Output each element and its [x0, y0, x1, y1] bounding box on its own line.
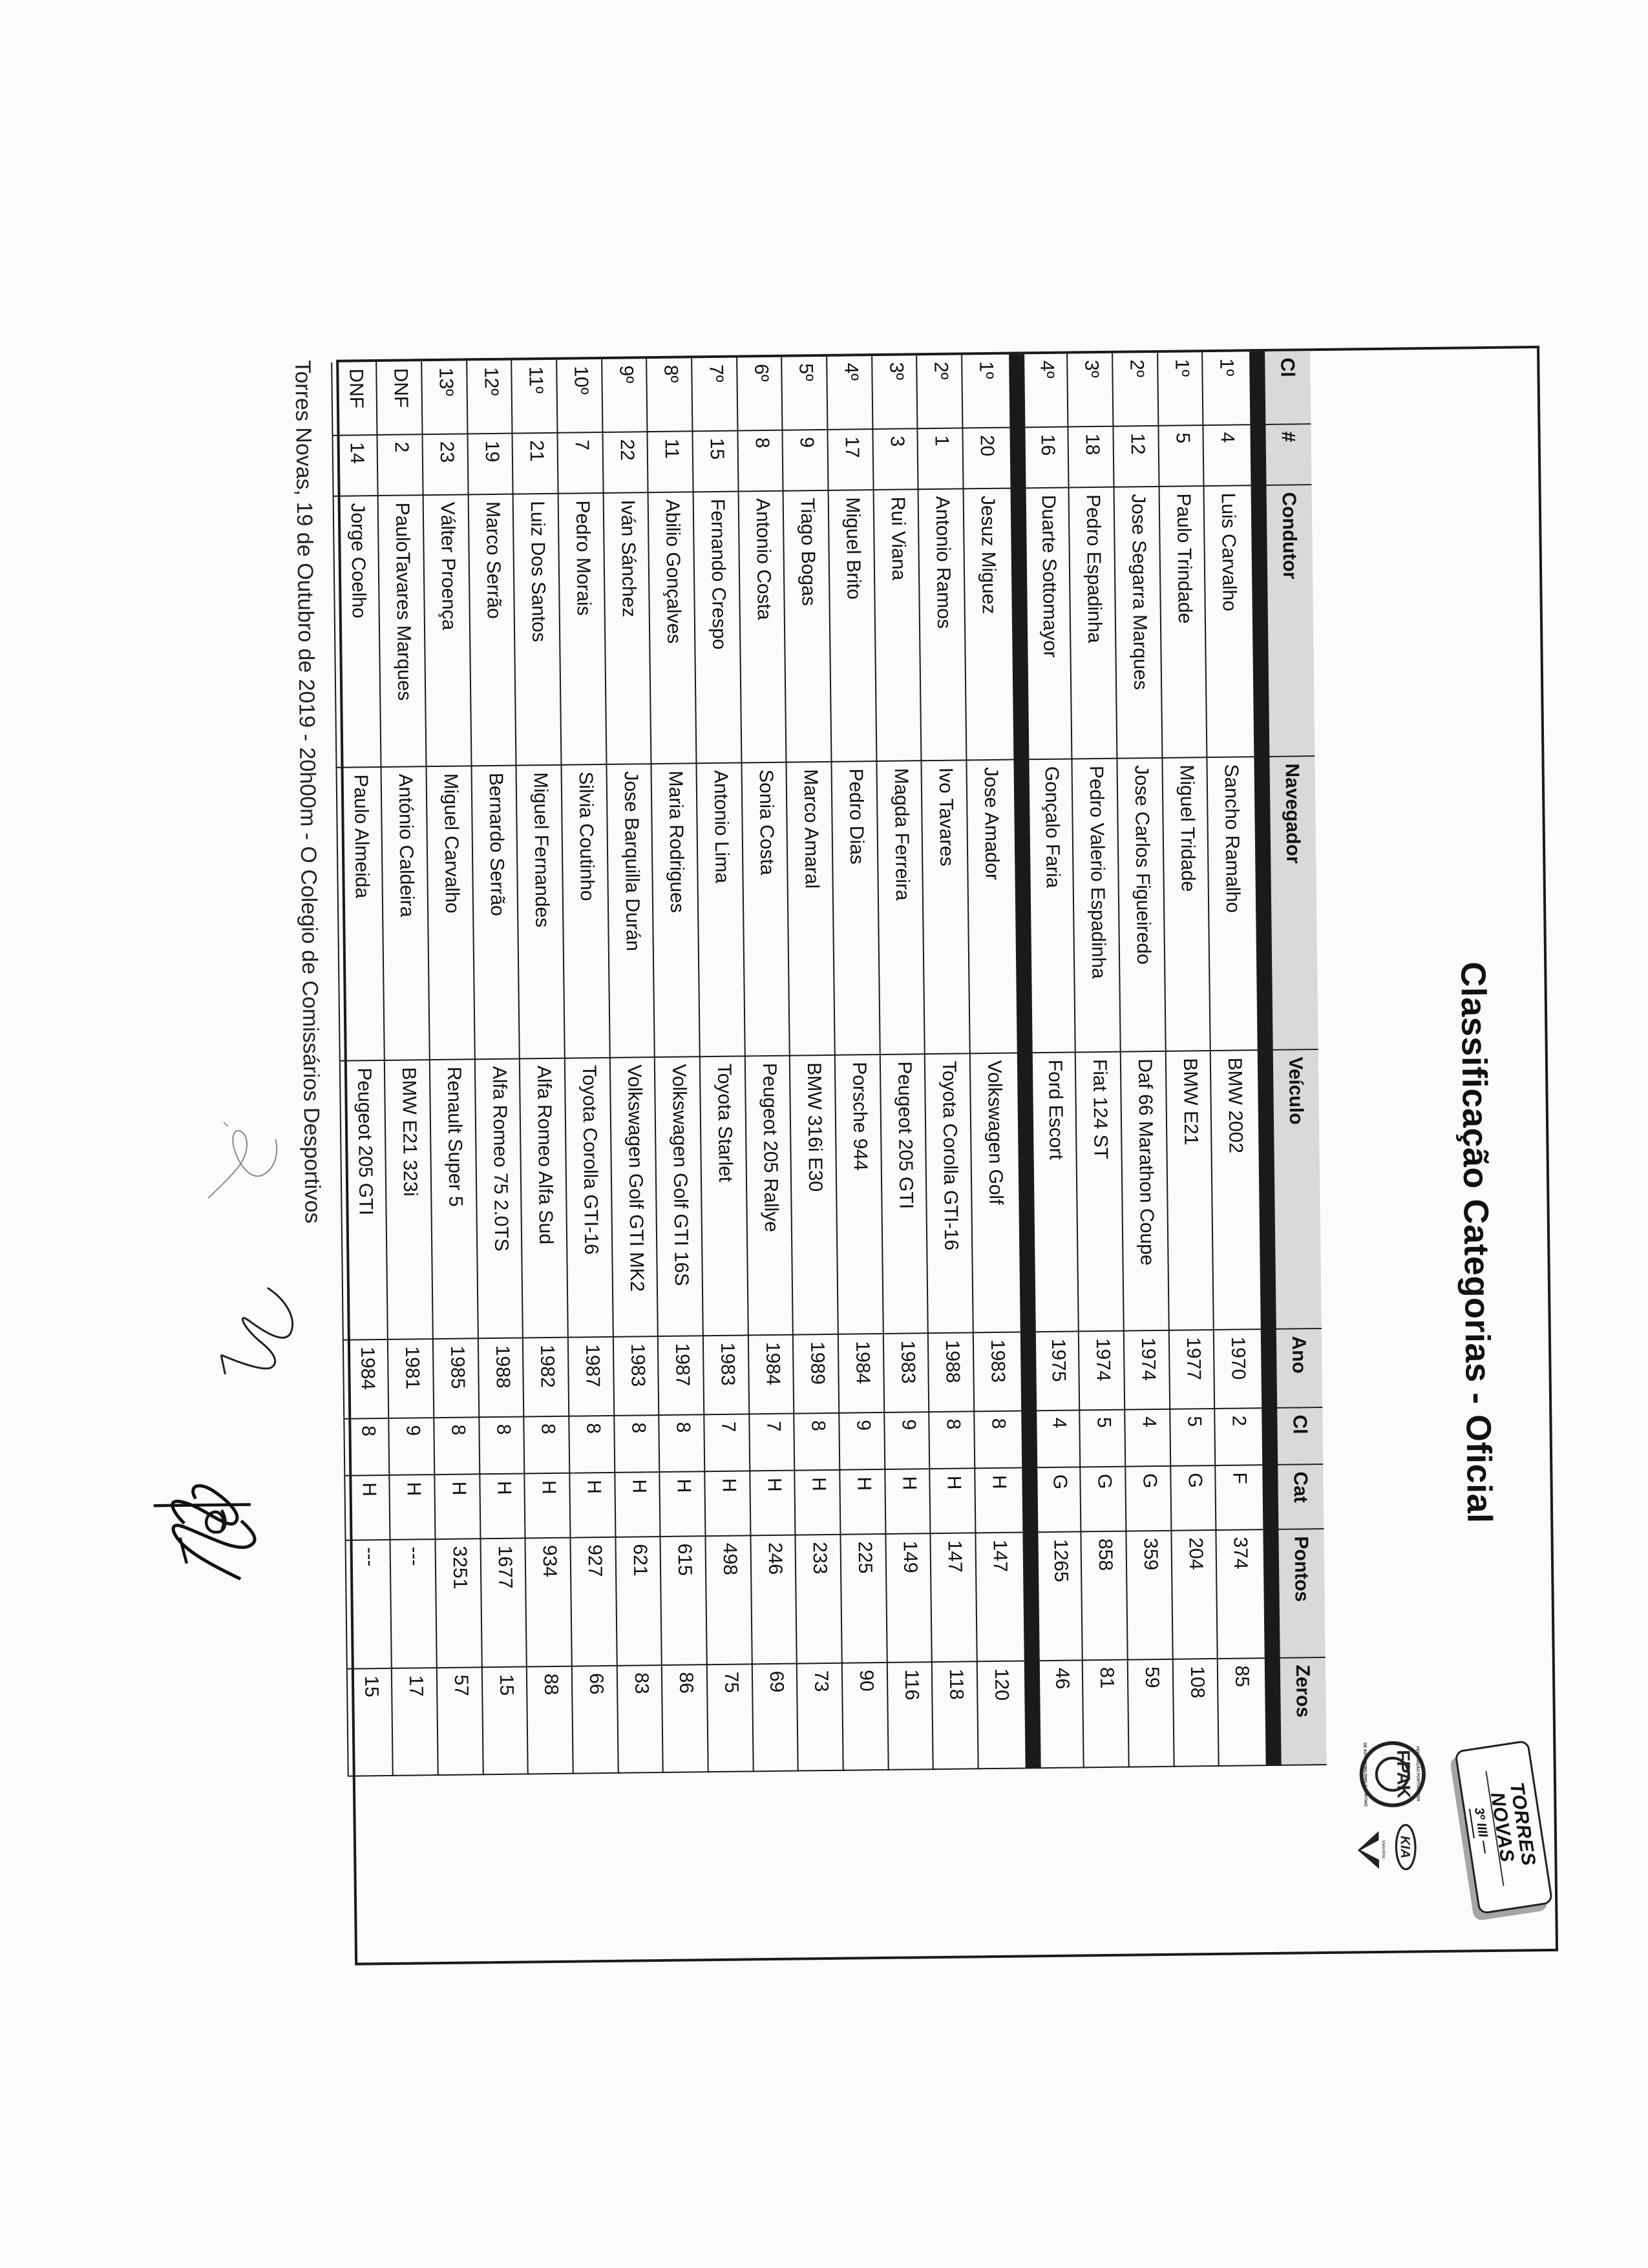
- svg-text:FEDERAÇÃO PORTUGUESA: FEDERAÇÃO PORTUGUESA: [1415, 1747, 1421, 1802]
- svg-text:KIA: KIA: [1398, 1836, 1412, 1858]
- svg-text:FPAK: FPAK: [1393, 1750, 1415, 1799]
- svg-text:Valvoline.: Valvoline.: [1381, 1840, 1386, 1860]
- svg-text:DE AUTOMOBILISMO E KARTING: DE AUTOMOBILISMO E KARTING: [1362, 1743, 1368, 1807]
